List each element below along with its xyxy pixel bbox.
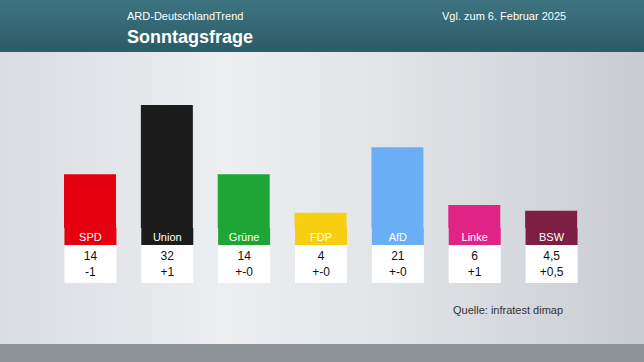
svg-text:32: 32 — [161, 249, 175, 263]
html-text:ARD-DeutschlandTrend: ARD-DeutschlandTrend — [127, 10, 244, 22]
svg-text:14: 14 — [84, 249, 98, 263]
svg-text:AfD: AfD — [389, 231, 407, 243]
svg-text:Grüne: Grüne — [229, 231, 260, 243]
svg-text:4,5: 4,5 — [543, 249, 560, 263]
svg-text:BSW: BSW — [539, 231, 565, 243]
svg-text:14: 14 — [237, 249, 251, 263]
svg-text:21: 21 — [391, 249, 405, 263]
svg-text:-1: -1 — [85, 265, 96, 279]
svg-text:6: 6 — [471, 249, 478, 263]
svg-text:SPD: SPD — [79, 231, 102, 243]
svg-text:FDP: FDP — [310, 231, 332, 243]
svg-text:+1: +1 — [468, 265, 482, 279]
svg-text:+-0: +-0 — [389, 265, 407, 279]
html-text:Vgl. zum 6. Februar 2025: Vgl. zum 6. Februar 2025 — [442, 10, 567, 22]
svg-text:Linke: Linke — [462, 231, 488, 243]
svg-text:+-0: +-0 — [312, 265, 330, 279]
svg-text:Union: Union — [153, 231, 182, 243]
html-text:Quelle: infratest dimap: Quelle: infratest dimap — [453, 304, 564, 316]
html-text:Sonntagsfrage: Sonntagsfrage — [127, 27, 253, 47]
svg-text:4: 4 — [318, 249, 325, 263]
svg-text:+1: +1 — [160, 265, 174, 279]
svg-text:+0,5: +0,5 — [540, 265, 564, 279]
svg-text:+-0: +-0 — [235, 265, 253, 279]
